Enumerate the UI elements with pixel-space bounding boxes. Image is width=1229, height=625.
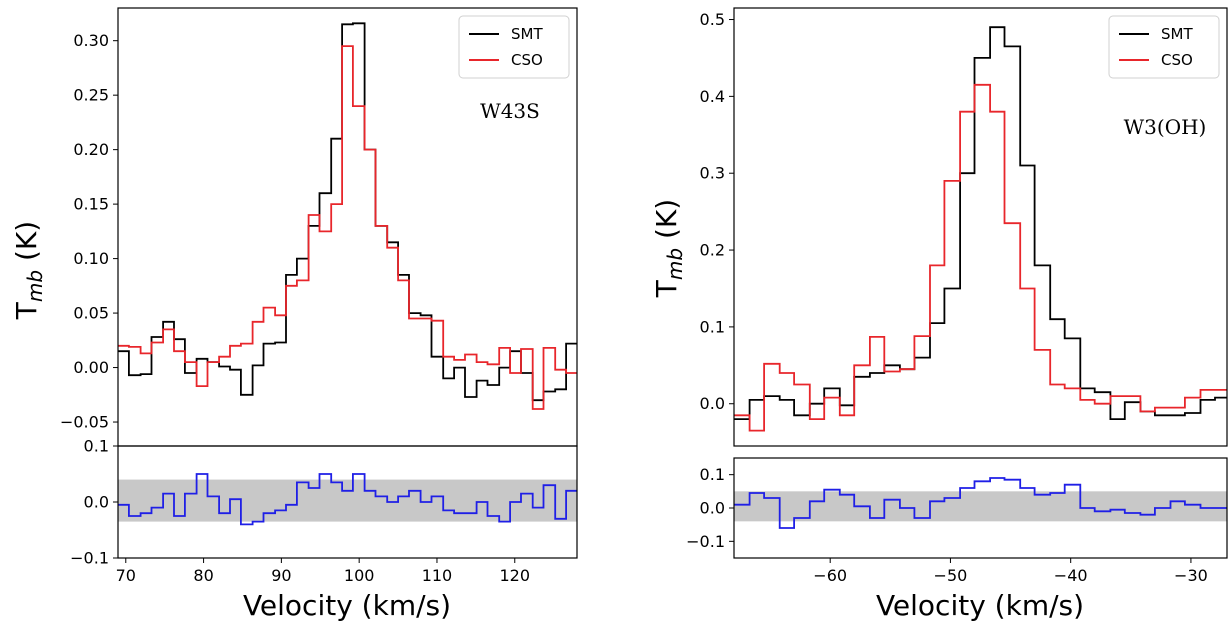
x-tick-label: −60: [813, 566, 847, 585]
y-axis-label: Tmb (K): [10, 221, 47, 320]
y-tick-label: 0.20: [73, 140, 109, 159]
x-tick-label: 120: [499, 566, 530, 585]
y-tick-label: 0.3: [700, 164, 725, 183]
residual-y-tick-label: −0.1: [686, 532, 725, 551]
legend-label-smt: SMT: [1161, 25, 1193, 43]
series-line-smt: [734, 26, 1227, 420]
y-tick-label: 0.2: [700, 241, 725, 260]
x-tick-label: −30: [1174, 566, 1208, 585]
residual-y-tick-label: 0.0: [84, 493, 109, 512]
y-tick-label: −0.05: [60, 413, 109, 432]
y-tick-label: 0.5: [700, 10, 725, 29]
x-axis-label: Velocity (km/s): [876, 589, 1084, 622]
residual-y-tick-label: −0.1: [70, 549, 109, 568]
y-tick-label: 0.00: [73, 358, 109, 377]
y-axis-label-subscript: mb: [663, 248, 687, 280]
y-axis-label-unit: (K): [650, 199, 683, 248]
y-axis-label-base: T: [10, 301, 43, 320]
x-tick-label: −40: [1054, 566, 1088, 585]
y-tick-label: 0.30: [73, 31, 109, 50]
legend-label-smt: SMT: [511, 25, 543, 43]
legend-box: [1108, 15, 1220, 79]
residual-y-tick-label: 0.1: [84, 437, 109, 456]
legend-label-cso: CSO: [511, 51, 543, 69]
x-tick-label: 110: [422, 566, 453, 585]
residual-band: [118, 479, 577, 522]
y-tick-label: 0.0: [700, 394, 725, 413]
source-annotation: W3(OH): [1124, 115, 1207, 139]
y-tick-label: 0.05: [73, 304, 109, 323]
x-tick-label: 100: [344, 566, 375, 585]
legend-label-cso: CSO: [1161, 51, 1193, 69]
x-axis-label: Velocity (km/s): [243, 589, 451, 622]
series-line-smt: [118, 22, 577, 402]
y-tick-label: 0.25: [73, 86, 109, 105]
x-tick-label: 80: [193, 566, 213, 585]
y-axis-label: Tmb (K): [650, 199, 687, 298]
residual-band: [734, 491, 1227, 522]
y-tick-label: 0.4: [700, 87, 725, 106]
x-tick-label: −50: [934, 566, 968, 585]
x-tick-label: 70: [116, 566, 136, 585]
chart-panel-2: 0.0 0.1 0.2 0.3 0.4 0.5 −0.1 0.0 0.1 −60 −50 −40 −30…: [650, 7, 1228, 622]
residual-y-tick-label: 0.0: [700, 499, 725, 518]
source-annotation: W43S: [480, 99, 540, 123]
x-tick-label: 90: [271, 566, 291, 585]
chart-panel-1: −0.05 0.00 0.05 0.10 0.15 0.20 0.25 0.30 −0.1 0.0…: [10, 7, 578, 622]
y-tick-label: 0.10: [73, 249, 109, 268]
y-axis-label-base: T: [650, 279, 683, 298]
residual-y-tick-label: 0.1: [700, 465, 725, 484]
main-axes-frame: [733, 7, 1228, 447]
residual-line: [734, 477, 1227, 529]
y-axis-label-unit: (K): [10, 221, 43, 270]
residual-line: [118, 473, 577, 526]
y-tick-label: 0.1: [700, 317, 725, 336]
y-axis-label-subscript: mb: [23, 270, 47, 302]
series-line-cso: [734, 83, 1227, 432]
legend-box: [458, 15, 570, 79]
series-line-cso: [118, 45, 577, 410]
y-tick-label: 0.15: [73, 195, 109, 214]
